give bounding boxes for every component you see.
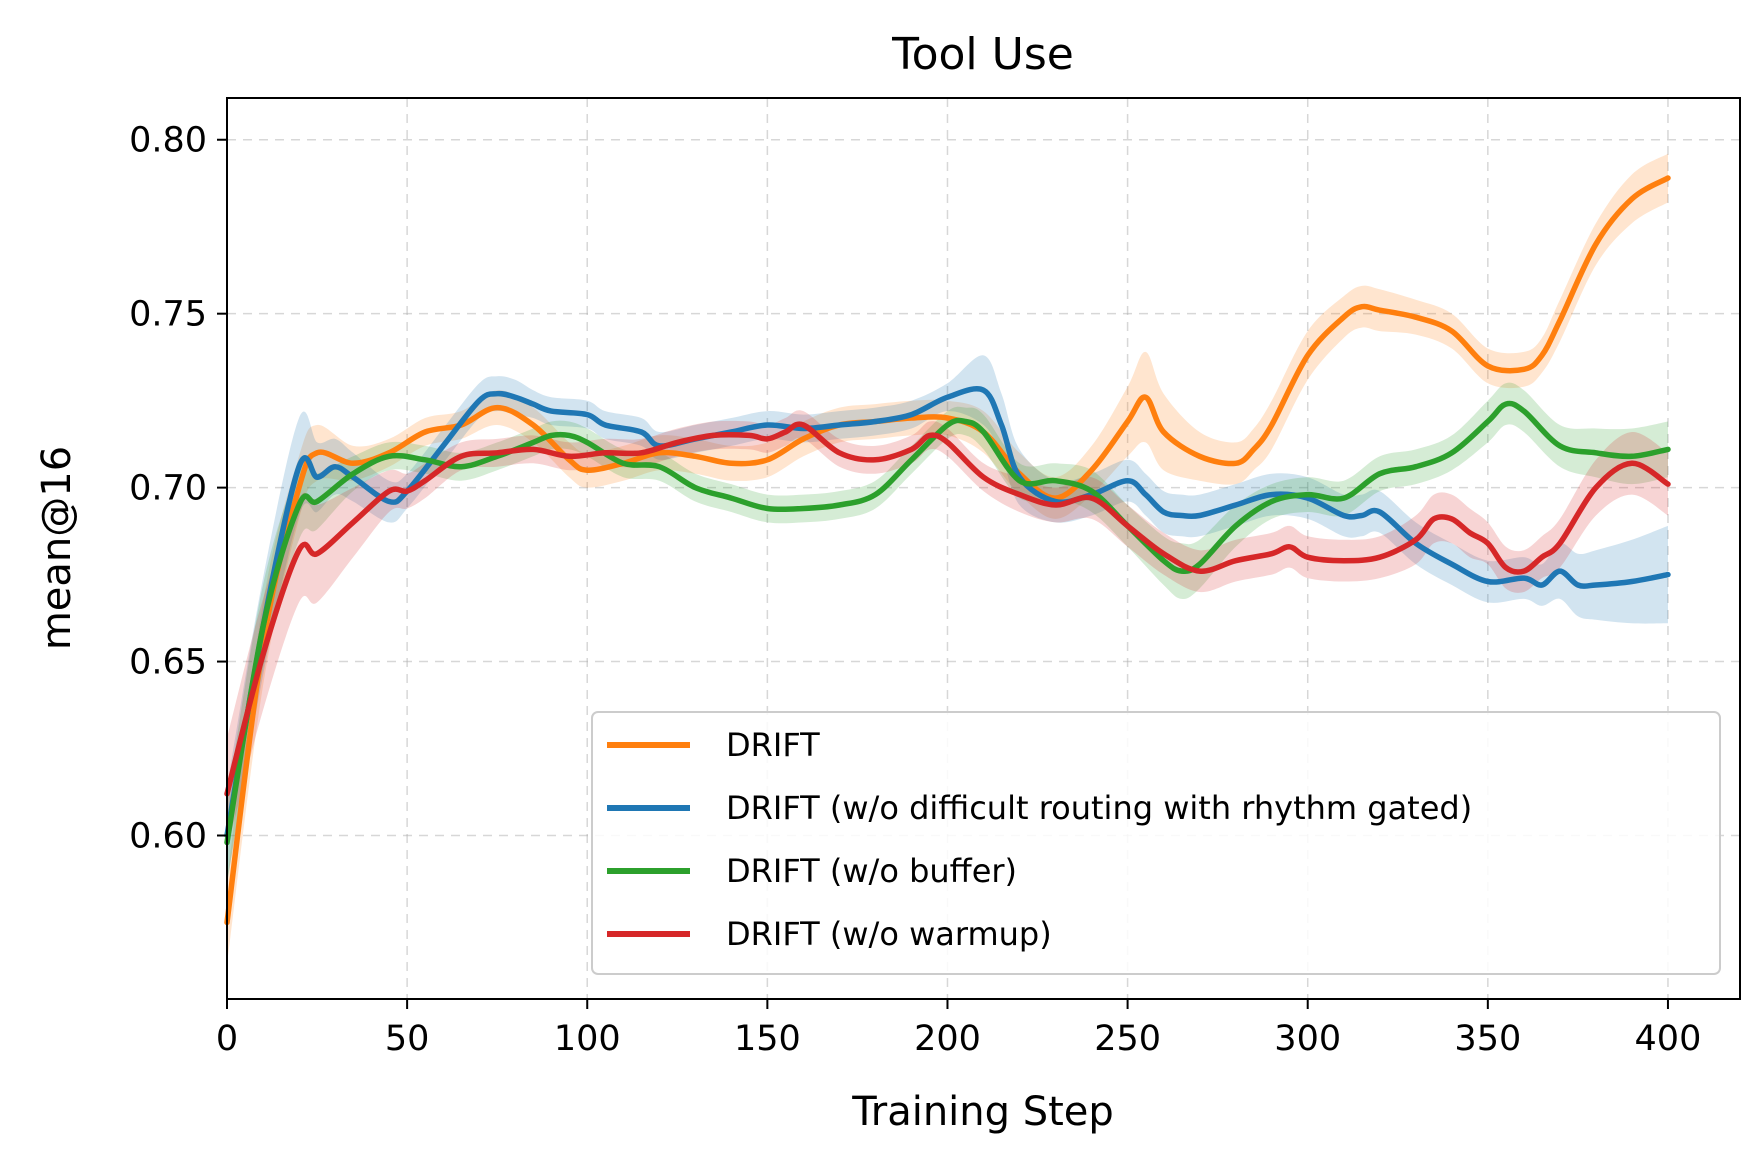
x-axis: 0 50 100 150 200 250 300 350 400 bbox=[216, 999, 1701, 1059]
legend-frame bbox=[591, 711, 1721, 975]
y-tick-label: 0.60 bbox=[129, 816, 207, 856]
x-tick-label: 350 bbox=[1454, 1019, 1521, 1059]
x-axis-title: Training Step bbox=[851, 1089, 1114, 1135]
x-tick-label: 150 bbox=[734, 1019, 801, 1059]
y-tick-label: 0.75 bbox=[129, 295, 207, 335]
legend-label: DRIFT (w/o warmup) bbox=[726, 915, 1052, 953]
y-axis: 0.60 0.65 0.70 0.75 0.80 bbox=[129, 121, 227, 856]
series-line-1 bbox=[224, 386, 1671, 839]
series-line-3 bbox=[224, 421, 1671, 797]
x-tick-label: 200 bbox=[914, 1019, 981, 1059]
legend-label: DRIFT bbox=[726, 726, 820, 764]
y-tick-label: 0.80 bbox=[129, 121, 207, 161]
x-tick-label: 0 bbox=[216, 1019, 238, 1059]
x-tick-label: 250 bbox=[1094, 1019, 1161, 1059]
chart-title: Tool Use bbox=[891, 29, 1074, 80]
legend: DRIFT DRIFT (w/o difficult routing with r… bbox=[591, 711, 1721, 975]
series-lines bbox=[224, 175, 1671, 926]
x-tick-label: 300 bbox=[1274, 1019, 1341, 1059]
x-tick-label: 100 bbox=[554, 1019, 621, 1059]
plot-frame bbox=[226, 97, 1741, 1000]
series-band-1 bbox=[227, 355, 1668, 885]
series-band-2 bbox=[227, 382, 1668, 885]
legend-label: DRIFT (w/o difficult routing with rhythm… bbox=[726, 789, 1472, 827]
x-tick-label: 50 bbox=[385, 1019, 430, 1059]
y-tick-label: 0.65 bbox=[129, 643, 207, 683]
y-axis-title: mean@16 bbox=[34, 446, 80, 650]
legend-label: DRIFT (w/o buffer) bbox=[726, 852, 1017, 890]
y-tick-label: 0.70 bbox=[129, 469, 207, 509]
x-tick-label: 400 bbox=[1635, 1019, 1702, 1059]
